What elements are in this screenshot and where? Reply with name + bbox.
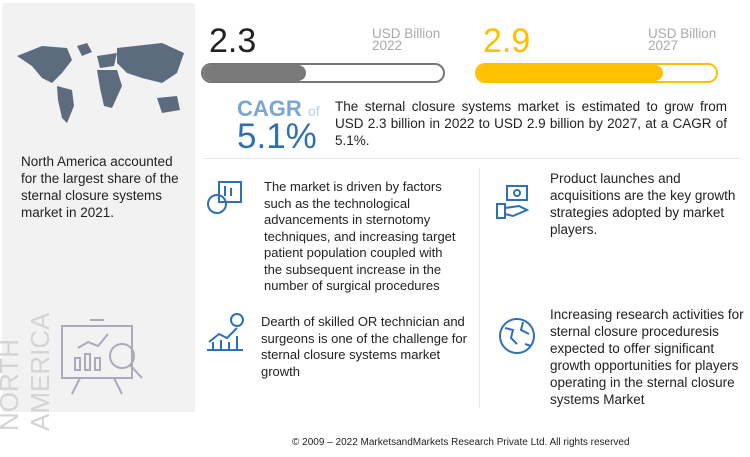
divider bbox=[203, 158, 740, 159]
region-panel: North America accounted for the largest … bbox=[0, 3, 195, 431]
divider bbox=[479, 168, 480, 408]
unit-2027: USD Billion 2027 bbox=[648, 26, 717, 53]
cagr-label: CAGR of bbox=[237, 96, 320, 121]
progress-2027 bbox=[475, 63, 718, 83]
unit-2022: USD Billion 2022 bbox=[372, 26, 441, 53]
copyright-footer: © 2009 – 2022 MarketsandMarkets Research… bbox=[292, 437, 630, 448]
analytics-board-icon bbox=[61, 319, 143, 395]
world-map-icon bbox=[17, 43, 184, 123]
progress-2022 bbox=[201, 63, 445, 83]
value-2022: 2.3 bbox=[209, 22, 257, 60]
challenge-chart-icon bbox=[207, 313, 244, 351]
region-label: NORTH AMERICA bbox=[0, 312, 55, 431]
drivers-text: The market is driven by factors such as … bbox=[264, 179, 456, 293]
drivers-icon bbox=[207, 181, 242, 214]
cagr-value: 5.1% bbox=[237, 117, 317, 156]
value-2027: 2.9 bbox=[483, 22, 531, 60]
challenge-text: Dearth of skilled OR technician and surg… bbox=[261, 314, 467, 379]
region-summary: North America accounted for the largest … bbox=[21, 154, 179, 220]
opportunity-text: Increasing research activities for stern… bbox=[550, 307, 744, 407]
strategies-text: Product launches and acquisitions are th… bbox=[550, 171, 736, 237]
market-summary: The sternal closure systems market is es… bbox=[335, 99, 727, 148]
money-hand-icon bbox=[496, 185, 530, 219]
globe-icon bbox=[499, 318, 535, 354]
